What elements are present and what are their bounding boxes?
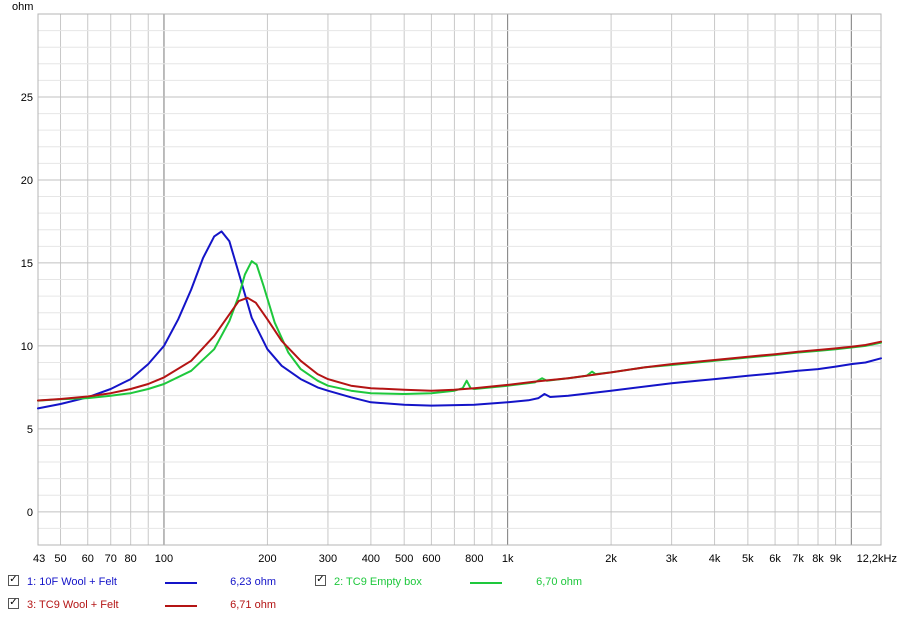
legend: 1: 10F Wool + Felt 6,23 ohm 2: TC9 Empty… [0,570,900,618]
series-line-3 [37,296,882,402]
x-tick-label: 300 [319,553,337,565]
x-tick-label: 70 [105,553,117,565]
series-1-checkbox[interactable] [8,575,19,586]
series-3-checkbox[interactable] [8,598,19,609]
x-tick-label: 50 [54,553,66,565]
plot-border [37,13,882,546]
x-tick-label: 400 [362,553,380,565]
y-axis-ticks: 0 5 10 15 20 25 [21,92,33,519]
series-2-checkbox[interactable] [315,575,326,586]
x-tick-label: 1k [502,553,514,565]
series-1-readout: 6,23 ohm [230,576,276,588]
series-2-swatch [470,582,502,584]
x-tick-label: 800 [465,553,483,565]
x-tick-label: 3k [666,553,678,565]
x-tick-label: 500 [395,553,413,565]
series-3-name: 3: TC9 Wool + Felt [27,599,119,611]
grid [38,14,881,546]
y-tick-label: 15 [21,258,33,270]
x-tick-label: 60 [82,553,94,565]
legend-item-series-3[interactable]: 3: TC9 Wool + Felt 6,71 ohm [8,596,298,614]
x-tick-label: 6k [769,553,781,565]
series-1-name: 1: 10F Wool + Felt [27,576,117,588]
x-tick-label: 80 [125,553,137,565]
series-2-name: 2: TC9 Empty box [334,576,422,588]
y-tick-label: 5 [27,424,33,436]
legend-item-series-1[interactable]: 1: 10F Wool + Felt 6,23 ohm [8,573,298,591]
series-3-swatch [165,605,197,607]
legend-item-series-2[interactable]: 2: TC9 Empty box 6,70 ohm [315,573,605,591]
x-tick-label: 9k [830,553,842,565]
series-3-readout: 6,71 ohm [230,599,276,611]
x-tick-label: 600 [422,553,440,565]
x-tick-label: 8k [812,553,824,565]
series-lines [37,230,882,410]
x-tick-label: 43 [33,553,45,565]
y-tick-label: 10 [21,341,33,353]
series-2-readout: 6,70 ohm [536,576,582,588]
x-axis-ticks: 43 50 60 70 80 100 200 300 400 500 600 800 1k 2k 3k 4k 5… [33,553,897,565]
series-1-swatch [165,582,197,584]
y-axis-label: ohm [12,1,33,13]
y-tick-label: 0 [27,507,33,519]
x-tick-label: 12,2kHz [857,553,897,565]
series-line-1 [37,230,882,410]
y-tick-label: 25 [21,92,33,104]
y-tick-label: 20 [21,175,33,187]
x-tick-label: 7k [792,553,804,565]
x-tick-label: 4k [709,553,721,565]
x-tick-label: 100 [155,553,173,565]
x-tick-label: 200 [258,553,276,565]
x-tick-label: 5k [742,553,754,565]
impedance-chart: 0 5 10 15 20 25 43 50 60 70 80 100 200 300 400 500 600 8… [12,1,897,565]
x-tick-label: 2k [605,553,617,565]
